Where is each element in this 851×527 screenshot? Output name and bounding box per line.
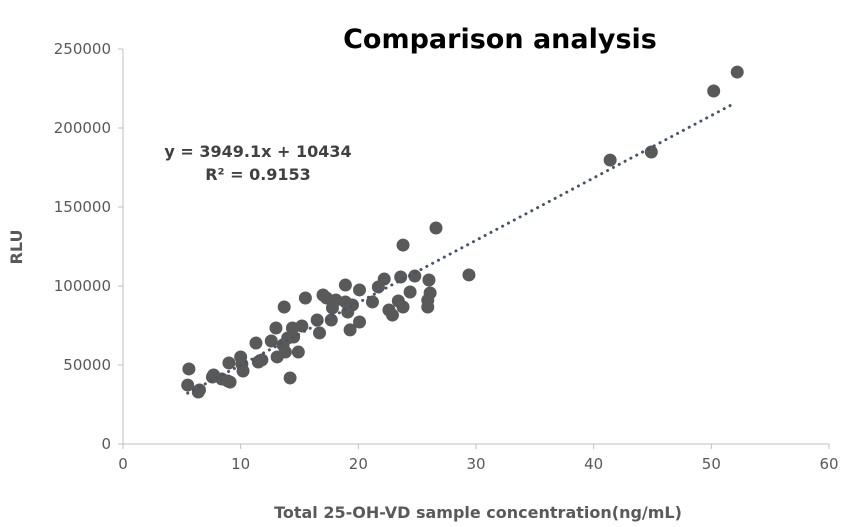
data-point — [338, 278, 352, 292]
data-point — [191, 385, 205, 399]
trendline — [186, 101, 737, 395]
data-point — [223, 375, 237, 389]
data-point — [277, 300, 291, 314]
y-tick-label: 100000 — [54, 277, 111, 295]
data-point — [422, 273, 436, 287]
data-point — [295, 319, 309, 333]
data-point — [345, 298, 359, 312]
data-point — [298, 291, 312, 305]
data-point — [377, 272, 391, 286]
data-point — [707, 84, 721, 98]
data-point — [421, 293, 435, 307]
data-point — [385, 308, 399, 322]
data-point — [429, 221, 443, 235]
data-point — [313, 326, 327, 340]
x-tick-label: 0 — [118, 455, 128, 473]
data-point — [403, 285, 417, 299]
data-point — [462, 268, 476, 282]
data-point — [264, 334, 278, 348]
trendline-equation: y = 3949.1x + 10434 — [164, 142, 351, 161]
data-point — [249, 336, 263, 350]
data-point — [283, 371, 297, 385]
data-point — [603, 153, 617, 167]
data-point — [730, 65, 744, 79]
y-axis-label: RLU — [7, 230, 26, 265]
x-tick-label: 50 — [702, 455, 721, 473]
data-point — [644, 145, 658, 159]
data-point — [278, 345, 292, 359]
data-point — [310, 313, 324, 327]
data-point — [222, 356, 236, 370]
x-tick-label: 20 — [349, 455, 368, 473]
data-point — [182, 362, 196, 376]
x-tick-label: 10 — [231, 455, 250, 473]
y-tick-label: 200000 — [54, 119, 111, 137]
chart-title: Comparison analysis — [343, 24, 657, 55]
data-point — [291, 345, 305, 359]
data-point — [365, 295, 379, 309]
r-squared-label: R² = 0.9153 — [205, 165, 311, 184]
x-tick-label: 30 — [466, 455, 485, 473]
x-axis-label: Total 25-OH-VD sample concentration(ng/m… — [274, 503, 682, 522]
x-tick-label: 60 — [819, 455, 838, 473]
data-point — [181, 378, 195, 392]
data-point — [408, 269, 422, 283]
x-tick-label: 40 — [584, 455, 603, 473]
y-tick-label: 0 — [101, 435, 111, 453]
data-point — [396, 300, 410, 314]
data-point — [396, 238, 410, 252]
data-point — [236, 364, 250, 378]
data-point — [394, 270, 408, 284]
y-tick-label: 50000 — [63, 356, 111, 374]
data-point — [343, 323, 357, 337]
data-point — [353, 315, 367, 329]
data-point — [269, 321, 283, 335]
data-point — [353, 283, 367, 297]
y-tick-label: 250000 — [54, 40, 111, 58]
y-tick-label: 150000 — [54, 198, 111, 216]
